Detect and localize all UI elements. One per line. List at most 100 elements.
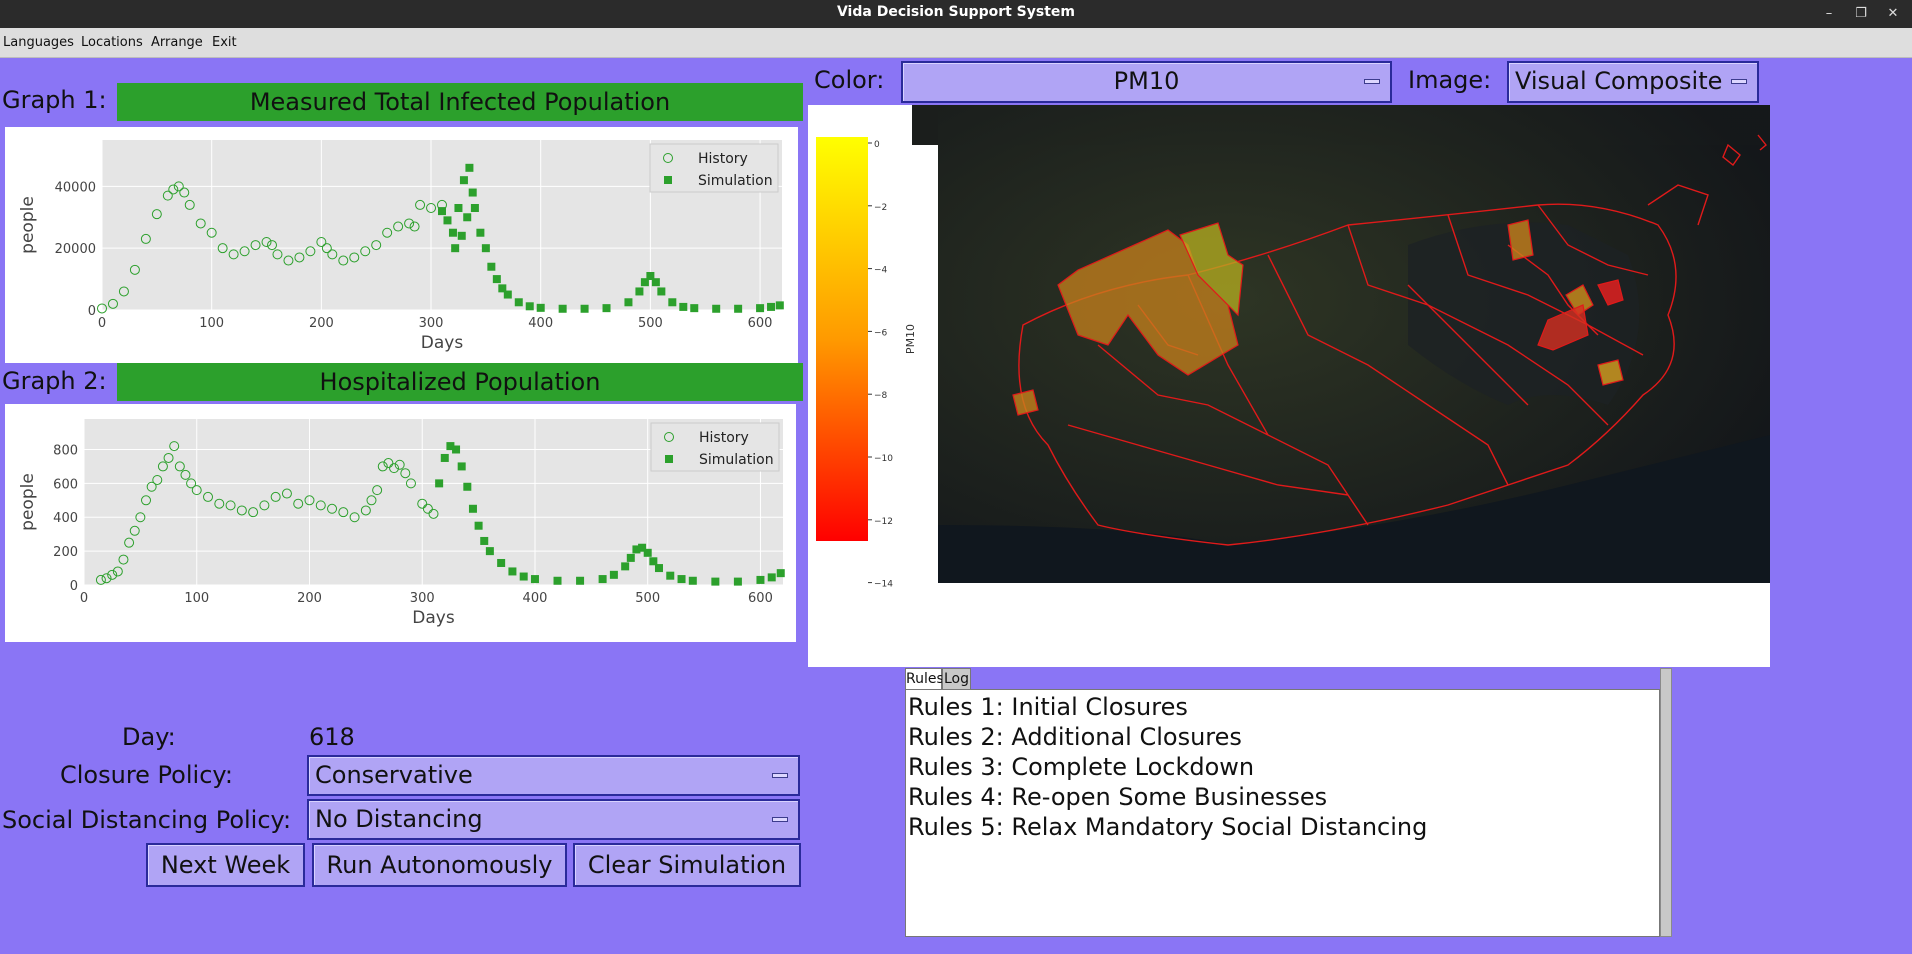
clear-simulation-button[interactable]: Clear Simulation <box>573 843 801 887</box>
rule-item[interactable]: Rules 5: Relax Mandatory Social Distanci… <box>908 813 1428 841</box>
rule-item[interactable]: Rules 1: Initial Closures <box>908 693 1188 721</box>
simulation-point <box>712 304 721 313</box>
menu-arrange[interactable]: Arrange <box>151 35 203 50</box>
history-point <box>372 485 383 496</box>
simulation-point <box>474 521 483 530</box>
history-point <box>267 240 277 251</box>
simulation-point <box>553 576 562 585</box>
simulation-point <box>711 577 720 586</box>
simulation-point <box>767 573 776 582</box>
y-tick-label: 400 <box>53 511 78 526</box>
legend-simulation-marker <box>665 455 673 463</box>
y-tick-label: 20000 <box>55 242 96 257</box>
minimize-icon[interactable]: – <box>1825 6 1833 21</box>
social-distancing-select[interactable]: No Distancing <box>307 799 800 840</box>
simulation-point <box>733 577 742 586</box>
history-point <box>191 485 202 496</box>
legend-simulation-label: Simulation <box>699 452 774 468</box>
graph2-panel: 0 100 200 300 400 500 600 0 200 400 600 800 Days peop… <box>5 404 796 642</box>
simulation-point <box>756 575 765 584</box>
history-point <box>371 240 382 251</box>
history-point <box>293 498 304 509</box>
history-point <box>349 512 360 523</box>
history-point <box>394 459 405 470</box>
next-week-button[interactable]: Next Week <box>146 843 305 887</box>
simulation-point <box>448 228 457 237</box>
rule-item[interactable]: Rules 2: Additional Closures <box>908 723 1242 751</box>
simulation-point <box>776 569 785 578</box>
history-point <box>217 243 228 254</box>
history-point <box>162 190 173 201</box>
history-point <box>95 574 106 585</box>
y-tick-label: 0 <box>70 579 78 594</box>
history-point <box>118 286 129 297</box>
simulation-point <box>485 547 494 556</box>
colorbar-ticks: 0 −2 −4 −6 −8 −10 −12 −14 <box>868 140 893 590</box>
history-point <box>151 209 162 220</box>
history-point <box>101 573 112 584</box>
close-icon[interactable]: ✕ <box>1887 6 1899 21</box>
tab-log[interactable]: Log <box>942 668 971 690</box>
graph1-panel: 0 100 200 300 400 500 600 0 20000 40000 Days people… <box>5 127 798 363</box>
simulation-point <box>446 442 455 451</box>
color-label: Color: <box>814 66 885 94</box>
graph1-title[interactable]: Measured Total Infected Population <box>117 83 803 121</box>
history-point <box>366 495 377 506</box>
history-point <box>315 500 326 511</box>
chevron-down-icon <box>1731 79 1747 84</box>
legend-history-marker <box>664 432 674 442</box>
history-point <box>281 488 292 499</box>
rules-scrollbar[interactable] <box>1660 668 1672 937</box>
history-point <box>294 252 305 263</box>
simulation-point <box>487 262 496 271</box>
history-point <box>349 252 360 263</box>
simulation-point <box>651 278 660 287</box>
x-tick-label: 600 <box>748 591 773 606</box>
simulation-point <box>668 298 677 307</box>
history-point <box>417 498 428 509</box>
legend-simulation-marker <box>664 176 672 184</box>
graph2-label: Graph 2: <box>2 367 107 395</box>
chevron-down-icon <box>1364 79 1380 84</box>
closure-policy-label: Closure Policy: <box>60 761 233 789</box>
simulation-point <box>492 275 501 284</box>
rule-item[interactable]: Rules 4: Re-open Some Businesses <box>908 783 1328 811</box>
colorbar-tick-label: −8 <box>874 391 888 401</box>
history-point <box>377 461 388 472</box>
history-point <box>135 512 146 523</box>
history-point <box>327 249 338 260</box>
history-point <box>179 187 190 198</box>
colorbar-tick-label: −14 <box>874 580 893 590</box>
legend-simulation-label: Simulation <box>698 173 773 189</box>
history-point <box>261 237 272 247</box>
menu-locations[interactable]: Locations <box>81 35 143 50</box>
rule-item[interactable]: Rules 3: Complete Lockdown <box>908 753 1255 781</box>
graph2-title[interactable]: Hospitalized Population <box>117 363 803 401</box>
menu-languages[interactable]: Languages <box>3 35 74 50</box>
history-point <box>428 508 439 519</box>
menu-bar: Languages Locations Arrange Exit <box>0 28 1912 58</box>
image-select[interactable]: Visual Composite <box>1507 61 1759 103</box>
history-point <box>140 233 151 244</box>
menu-exit[interactable]: Exit <box>212 35 237 50</box>
satellite-image <box>912 105 1770 583</box>
closure-policy-select[interactable]: Conservative <box>307 755 800 796</box>
history-point <box>169 441 180 452</box>
window-titlebar: Vida Decision Support System – ❐ ✕ <box>0 0 1912 28</box>
history-point <box>393 221 404 232</box>
history-point <box>141 495 152 506</box>
day-label: Day: <box>122 723 176 751</box>
simulation-point <box>525 302 534 311</box>
colorbar-tick-label: 0 <box>874 140 880 150</box>
simulation-point <box>632 545 641 554</box>
maximize-icon[interactable]: ❐ <box>1855 6 1867 21</box>
run-autonomously-button[interactable]: Run Autonomously <box>312 843 567 887</box>
simulation-point <box>476 228 485 237</box>
color-select[interactable]: PM10 <box>901 61 1392 103</box>
y-tick-label: 0 <box>88 304 96 319</box>
tab-rules[interactable]: Rules <box>905 668 944 690</box>
history-point <box>203 491 214 502</box>
window-title: Vida Decision Support System <box>836 4 1076 20</box>
history-point <box>152 474 163 485</box>
x-axis-label: Days <box>421 333 464 353</box>
